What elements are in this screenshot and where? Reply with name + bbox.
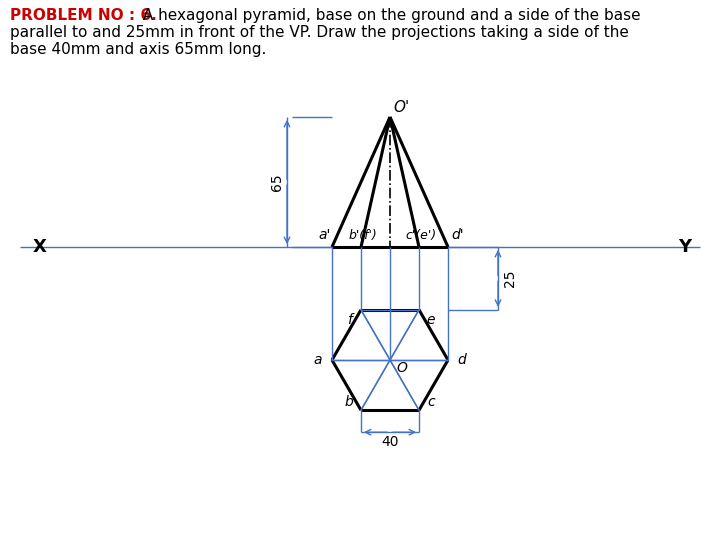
Text: A hexagonal pyramid, base on the ground and a side of the base: A hexagonal pyramid, base on the ground … xyxy=(138,8,641,23)
Text: base 40mm and axis 65mm long.: base 40mm and axis 65mm long. xyxy=(10,42,266,57)
Text: X: X xyxy=(33,238,47,256)
Text: e: e xyxy=(427,313,436,327)
Text: b: b xyxy=(345,395,354,409)
Text: 25: 25 xyxy=(503,269,517,287)
Text: a': a' xyxy=(319,228,331,242)
Text: 65: 65 xyxy=(270,173,284,191)
Text: f: f xyxy=(346,313,351,327)
Text: O': O' xyxy=(394,99,410,114)
Text: 40: 40 xyxy=(382,435,399,449)
Text: PROBLEM NO : 6.: PROBLEM NO : 6. xyxy=(10,8,157,23)
Text: d: d xyxy=(458,353,467,367)
Text: c'(e'): c'(e') xyxy=(405,228,436,241)
Text: parallel to and 25mm in front of the VP. Draw the projections taking a side of t: parallel to and 25mm in front of the VP.… xyxy=(10,25,629,40)
Text: d': d' xyxy=(451,228,464,242)
Text: b'(f'): b'(f') xyxy=(348,228,377,241)
Text: Y: Y xyxy=(678,238,692,256)
Text: c: c xyxy=(427,395,435,409)
Text: O: O xyxy=(397,361,408,375)
Text: a: a xyxy=(314,353,323,367)
